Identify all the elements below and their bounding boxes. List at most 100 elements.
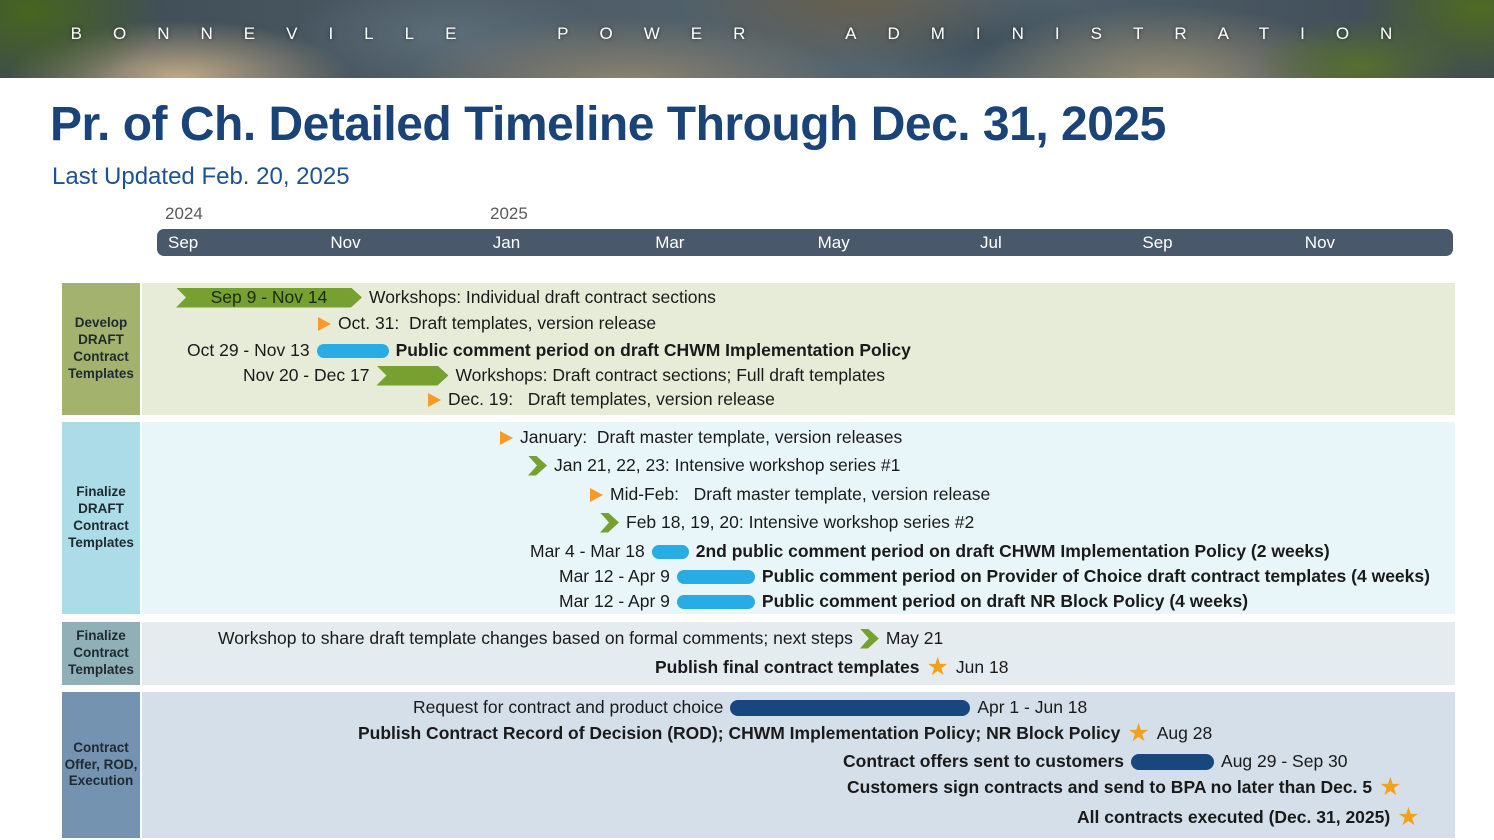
workshop-arrow-band <box>376 366 448 386</box>
comment-period-bar <box>676 594 755 609</box>
swimlane-content: Sep 9 - Nov 14 Workshops: Individual draf… <box>142 283 1455 415</box>
swimlane-label-line: Offer, ROD, <box>64 756 138 772</box>
row-text: Jan 21, 22, 23: Intensive workshop serie… <box>554 455 901 475</box>
workshop-arrow-band: Sep 9 - Nov 14 <box>176 288 362 308</box>
timeline-row: All contracts executed (Dec. 31, 2025) ★ <box>1077 803 1420 831</box>
swimlane-content: Workshop to share draft template changes… <box>142 622 1455 685</box>
timeline-row: Dec. 19: Draft templates, version releas… <box>428 389 775 410</box>
timeline-row: Sep 9 - Nov 14 Workshops: Individual draf… <box>176 287 716 308</box>
swimlane-content: Request for contract and product choice A… <box>142 692 1455 838</box>
milestone-triangle-icon <box>318 316 331 331</box>
comment-period-bar <box>651 544 689 559</box>
swimlane-label-line: DRAFT <box>78 332 124 348</box>
timeline-row: Request for contract and product choice A… <box>413 697 1087 718</box>
month-tick-jan-2: Jan <box>492 233 521 252</box>
row-text: 2nd public comment period on draft CHWM … <box>695 541 1330 561</box>
row-text: Mar 12 - Apr 9 <box>559 591 670 611</box>
swimlane-label-line: Templates <box>68 365 134 381</box>
swimlane-label: Finalize Contract Templates <box>62 622 140 685</box>
milestone-star-icon: ★ <box>1397 803 1420 831</box>
row-text: Publish Contract Record of Decision (ROD… <box>358 723 1121 743</box>
milestone-triangle-icon <box>428 392 441 407</box>
row-text: Apr 1 - Jun 18 <box>977 697 1088 717</box>
swimlane-label-line: Templates <box>68 661 134 677</box>
swimlane-3: Contract Offer, ROD, Execution Request for … <box>62 692 1455 838</box>
row-text: Contract offers sent to customers <box>843 751 1125 771</box>
row-text: Request for contract and product choice <box>413 697 724 717</box>
timeline-row: Jan 21, 22, 23: Intensive workshop serie… <box>528 455 900 476</box>
row-text: Mid-Feb: Draft master template, version … <box>610 484 991 504</box>
row-text: Workshop to share draft template changes… <box>218 628 853 648</box>
comment-period-bar <box>730 699 971 716</box>
row-text: Publish final contract templates <box>655 657 920 677</box>
row-text: May 21 <box>885 628 944 648</box>
swimlane-label-line: Templates <box>68 534 134 550</box>
swimlane-content: January: Draft master template, version … <box>142 422 1455 614</box>
year-label-2024: 2024 <box>165 204 203 223</box>
month-tick-sep-0: Sep <box>168 233 199 252</box>
chevron-arrow-icon <box>859 628 879 649</box>
last-updated-label: Last Updated Feb. 20, 2025 <box>52 163 350 190</box>
swimlane-label: Contract Offer, ROD, Execution <box>62 692 140 838</box>
timeline-row: Mar 12 - Apr 9 Public comment period on P… <box>559 566 1430 587</box>
timeline-row: Oct 29 - Nov 13 Public comment period on … <box>187 340 911 361</box>
comment-period-bar <box>1131 753 1215 770</box>
timeline-row: Workshop to share draft template changes… <box>218 628 943 649</box>
swimlane-label-line: Contract <box>73 739 129 755</box>
organization-name: BONNEVILLE POWER ADMINISTRATION <box>70 24 1424 43</box>
row-text: Jun 18 <box>955 657 1009 677</box>
swimlane-label-line: Finalize <box>76 628 126 644</box>
comment-period-bar <box>676 569 755 584</box>
chevron-arrow-icon <box>600 512 619 533</box>
timeline-row: Mar 4 - Mar 18 2nd public comment period … <box>530 541 1330 562</box>
swimlane-label-line: DRAFT <box>78 501 124 517</box>
page-title: Pr. of Ch. Detailed Timeline Through Dec… <box>50 98 1166 151</box>
swimlane-label: Develop DRAFT Contract Templates <box>62 283 140 415</box>
row-text: Mar 12 - Apr 9 <box>559 566 670 586</box>
swimlane-label-line: Contract <box>73 349 129 364</box>
month-tick-nov-7: Nov <box>1304 233 1336 252</box>
row-text: All contracts executed (Dec. 31, 2025) <box>1077 807 1391 827</box>
timeline-row: Mid-Feb: Draft master template, version … <box>590 484 990 505</box>
row-text: Public comment period on draft CHWM Impl… <box>395 340 911 360</box>
month-tick-mar-3: Mar <box>655 233 685 252</box>
swimlane-label-line: Contract <box>73 518 129 533</box>
row-text: Mar 4 - Mar 18 <box>530 541 645 561</box>
timeline-row: Publish final contract templates ★ Jun 18 <box>655 655 1009 680</box>
swimlane-2: Finalize Contract Templates Workshop to sha… <box>62 622 1455 685</box>
milestone-star-icon: ★ <box>1127 719 1150 747</box>
month-tick-may-4: May <box>817 233 850 252</box>
swimlane-label-line: Contract <box>73 645 129 661</box>
row-text: Workshops: Individual draft contract sec… <box>369 287 716 307</box>
timeline-row: Nov 20 - Dec 17 Workshops: Draft contract… <box>243 365 885 386</box>
swimlane-label-line: Develop <box>74 315 128 331</box>
month-tick-nov-1: Nov <box>330 233 361 252</box>
row-text: Feb 18, 19, 20: Intensive workshop serie… <box>626 512 975 532</box>
row-text: Oct. 31: Draft templates, version releas… <box>338 313 657 333</box>
timeline-axis-bar: Sep Nov Jan Mar May Jul Sep Nov <box>157 229 1453 256</box>
month-tick-jul-5: Jul <box>980 233 1002 252</box>
chevron-arrow-icon <box>528 455 547 476</box>
row-text: Workshops: Draft contract sections; Full… <box>455 365 886 385</box>
swimlane-label: Finalize DRAFT Contract Templates <box>62 422 140 614</box>
row-text: Public comment period on draft NR Block … <box>761 591 1249 611</box>
year-label-2025: 2025 <box>490 204 528 223</box>
milestone-triangle-icon <box>590 487 603 502</box>
month-tick-sep-6: Sep <box>1142 233 1173 252</box>
timeline-row: Publish Contract Record of Decision (ROD… <box>358 719 1213 747</box>
comment-period-bar <box>316 343 389 358</box>
photo-banner: BONNEVILLE POWER ADMINISTRATION <box>0 0 1494 78</box>
timeline-row: Contract offers sent to customers Aug 29 … <box>843 751 1348 772</box>
swimlane-label-line: Execution <box>68 773 134 789</box>
row-text: Customers sign contracts and send to BPA… <box>847 777 1373 797</box>
timeline-row: Mar 12 - Apr 9 Public comment period on d… <box>559 591 1248 612</box>
row-text: Public comment period on Provider of Cho… <box>761 566 1430 586</box>
row-text: Aug 28 <box>1156 723 1213 743</box>
milestone-triangle-icon <box>500 430 513 445</box>
row-text: Oct 29 - Nov 13 <box>187 340 310 360</box>
swimlane-label-line: Finalize <box>76 484 126 500</box>
row-text: Aug 29 - Sep 30 <box>1221 751 1348 771</box>
row-text: Dec. 19: Draft templates, version releas… <box>448 389 775 409</box>
timeline-row: Oct. 31: Draft templates, version releas… <box>318 313 656 334</box>
